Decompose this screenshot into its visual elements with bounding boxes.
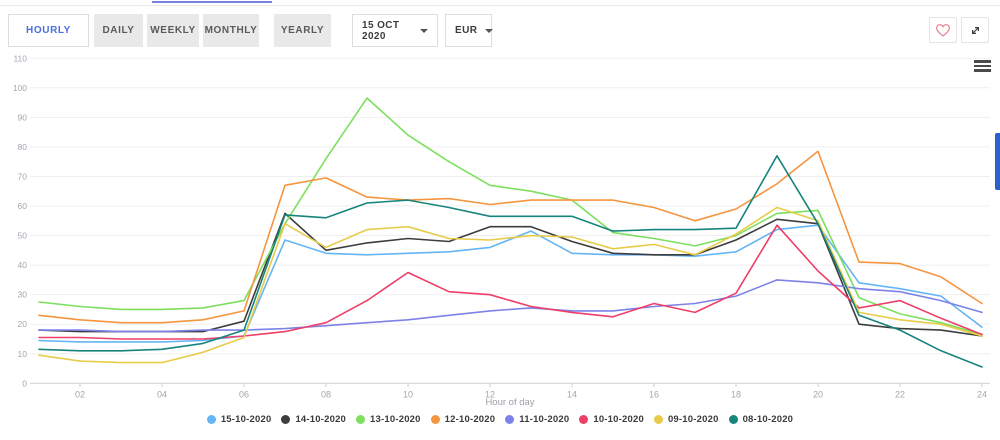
y-axis-tick-label: 30 [18, 290, 28, 300]
menu-icon [974, 60, 991, 63]
toolbar: HOURLY DAILY WEEKLY MONTHLY YEARLY 15 OC… [0, 0, 1000, 55]
legend-label: 11-10-2020 [519, 414, 570, 425]
chart-legend: 15-10-2020 14-10-2020 13-10-2020 12-10-2020… [0, 414, 1000, 425]
x-axis-tick-label: 20 [813, 389, 823, 399]
legend-item-13-10-2020[interactable]: 13-10-2020 [356, 414, 421, 425]
y-axis-tick-label: 110 [13, 55, 27, 63]
tab-daily[interactable]: DAILY [94, 14, 143, 47]
legend-item-14-10-2020[interactable]: 14-10-2020 [281, 414, 346, 425]
y-axis-tick-label: 10 [18, 349, 28, 359]
y-axis-tick-label: 60 [18, 201, 28, 211]
series-line-08-10-2020 [38, 155, 983, 368]
legend-dot-icon [356, 415, 366, 424]
series-line-12-10-2020 [38, 150, 983, 324]
legend-label: 09-10-2020 [667, 414, 719, 425]
caret-down-icon [485, 28, 494, 33]
legend-dot-icon [505, 415, 515, 424]
tab-weekly[interactable]: WEEKLY [147, 14, 199, 47]
expand-icon [971, 26, 979, 34]
legend-dot-icon [728, 415, 738, 424]
x-axis-tick-label: 02 [75, 389, 85, 399]
y-axis-tick-label: 0 [22, 378, 27, 388]
legend-dot-icon [281, 415, 291, 424]
x-axis-tick-label: 12 [485, 389, 495, 399]
caret-down-icon [420, 28, 428, 33]
x-axis-title: Hour of day [485, 397, 534, 408]
tab-monthly[interactable]: MONTHLY [203, 14, 259, 47]
currency-selector-value: EUR [455, 25, 478, 36]
date-selector[interactable]: 15 OCT 2020 [352, 14, 438, 47]
top-accent-bar [152, 1, 272, 3]
series-line-10-10-2020 [38, 224, 983, 340]
legend-item-15-10-2020[interactable]: 15-10-2020 [206, 414, 272, 425]
currency-selector[interactable]: EUR [445, 14, 494, 47]
heart-icon [935, 23, 951, 37]
tab-hourly[interactable]: HOURLY [8, 14, 89, 47]
side-scrollbar[interactable] [995, 133, 1000, 190]
legend-dot-icon [430, 415, 440, 424]
legend-item-12-10-2020[interactable]: 12-10-2020 [430, 414, 496, 425]
x-axis-tick-label: 16 [649, 389, 659, 399]
legend-label: 10-10-2020 [593, 414, 644, 425]
legend-label: 13-10-2020 [370, 414, 421, 425]
date-selector-value: 15 OCT 2020 [362, 19, 400, 42]
x-axis-tick-label: 24 [977, 389, 987, 399]
y-axis-tick-label: 90 [18, 112, 28, 122]
tab-yearly[interactable]: YEARLY [274, 14, 331, 47]
x-axis-tick-label: 14 [567, 389, 577, 399]
series-line-13-10-2020 [38, 97, 983, 336]
expand-button[interactable] [961, 17, 989, 43]
y-axis-tick-label: 40 [18, 260, 28, 270]
y-axis-tick-label: 50 [18, 231, 28, 241]
legend-dot-icon [653, 415, 663, 424]
legend-item-11-10-2020[interactable]: 11-10-2020 [505, 414, 569, 425]
series-line-11-10-2020 [38, 279, 983, 333]
y-axis-tick-label: 100 [13, 83, 27, 93]
legend-label: 14-10-2020 [295, 414, 347, 425]
legend-dot-icon [579, 415, 589, 424]
y-axis-tick-label: 20 [18, 319, 28, 329]
x-axis-tick-label: 04 [157, 389, 167, 399]
y-axis-tick-label: 80 [18, 142, 28, 152]
legend-label: 08-10-2020 [742, 414, 794, 425]
line-chart: 0 10 20 30 40 50 60 70 80 90 100 110 02 04 06 08 10 12 14 1… [13, 55, 990, 408]
y-axis-tick-label: 70 [18, 171, 28, 181]
legend-label: 12-10-2020 [444, 414, 496, 425]
x-axis-tick-label: 10 [403, 389, 413, 399]
x-axis-tick-label: 22 [895, 389, 905, 399]
legend-item-08-10-2020[interactable]: 08-10-2020 [728, 414, 794, 425]
legend-label: 15-10-2020 [220, 414, 272, 425]
legend-dot-icon [206, 415, 216, 424]
x-axis-tick-label: 08 [321, 389, 331, 399]
series-line-09-10-2020 [38, 206, 983, 364]
chart-menu-button[interactable] [974, 60, 991, 74]
x-axis-tick-label: 06 [239, 389, 249, 399]
legend-item-10-10-2020[interactable]: 10-10-2020 [579, 414, 644, 425]
favorite-button[interactable] [929, 17, 957, 43]
x-axis-tick-label: 18 [731, 389, 741, 399]
legend-item-09-10-2020[interactable]: 09-10-2020 [653, 414, 719, 425]
top-divider [0, 5, 1000, 6]
